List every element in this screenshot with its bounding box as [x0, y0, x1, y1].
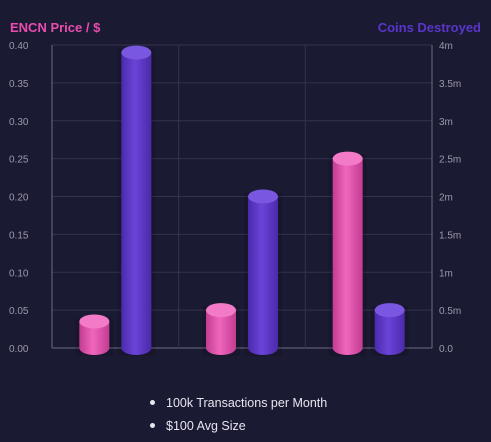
left-tick-label: 0.35 — [9, 79, 29, 90]
left-tick-label: 0.15 — [9, 230, 29, 241]
right-tick-label: 3.5m — [439, 79, 461, 90]
note-item-transactions: 100k Transactions per Month — [148, 394, 327, 417]
coins-bar — [244, 189, 282, 356]
notes-list: 100k Transactions per Month $100 Avg Siz… — [148, 394, 327, 440]
right-tick-label: 0.5m — [439, 306, 461, 317]
bar-base — [248, 341, 278, 355]
left-tick-label: 0.05 — [9, 306, 29, 317]
left-tick-label: 0.25 — [9, 155, 29, 166]
right-tick-label: 4m — [439, 41, 453, 52]
right-tick-label: 1m — [439, 268, 453, 279]
left-tick-label: 0.20 — [9, 193, 29, 204]
note-text: 100k Transactions per Month — [166, 396, 328, 410]
left-tick-label: 0.30 — [9, 117, 29, 128]
right-axis-title: Coins Destroyed — [377, 20, 481, 35]
bullet-icon — [150, 400, 155, 405]
bar-top — [79, 314, 110, 329]
bar-body — [332, 158, 363, 348]
left-tick-label: 0.00 — [9, 344, 29, 355]
coins-bar — [117, 45, 156, 356]
bar-top — [248, 189, 278, 204]
right-tick-label: 2m — [439, 193, 453, 204]
price-bar — [328, 151, 367, 356]
left-tick-label: 0.40 — [9, 41, 29, 52]
price-bar — [202, 303, 240, 356]
right-tick-label: 2.5m — [439, 155, 461, 166]
bullet-icon — [150, 423, 155, 428]
bar-top — [374, 303, 405, 318]
left-axis-title: ENCN Price / $ — [10, 20, 101, 35]
bar-base — [206, 341, 236, 355]
right-tick-label: 0.0 — [439, 344, 453, 355]
coins-bar — [370, 303, 409, 356]
right-tick-label: 1.5m — [439, 230, 461, 241]
left-tick-label: 0.10 — [9, 268, 29, 279]
right-tick-label: 3m — [439, 117, 453, 128]
note-item-avg-size: $100 Avg Size — [148, 417, 327, 440]
bar-body — [121, 52, 152, 348]
bar-base — [79, 341, 110, 355]
bar-top — [332, 151, 363, 166]
note-text: $100 Avg Size — [166, 419, 246, 433]
bar-body — [248, 196, 278, 348]
price-bar — [75, 314, 114, 356]
bar-base — [121, 341, 152, 355]
bar-top — [206, 303, 236, 318]
bar-base — [332, 341, 363, 355]
bar-top — [121, 45, 152, 60]
bar-base — [374, 341, 405, 355]
